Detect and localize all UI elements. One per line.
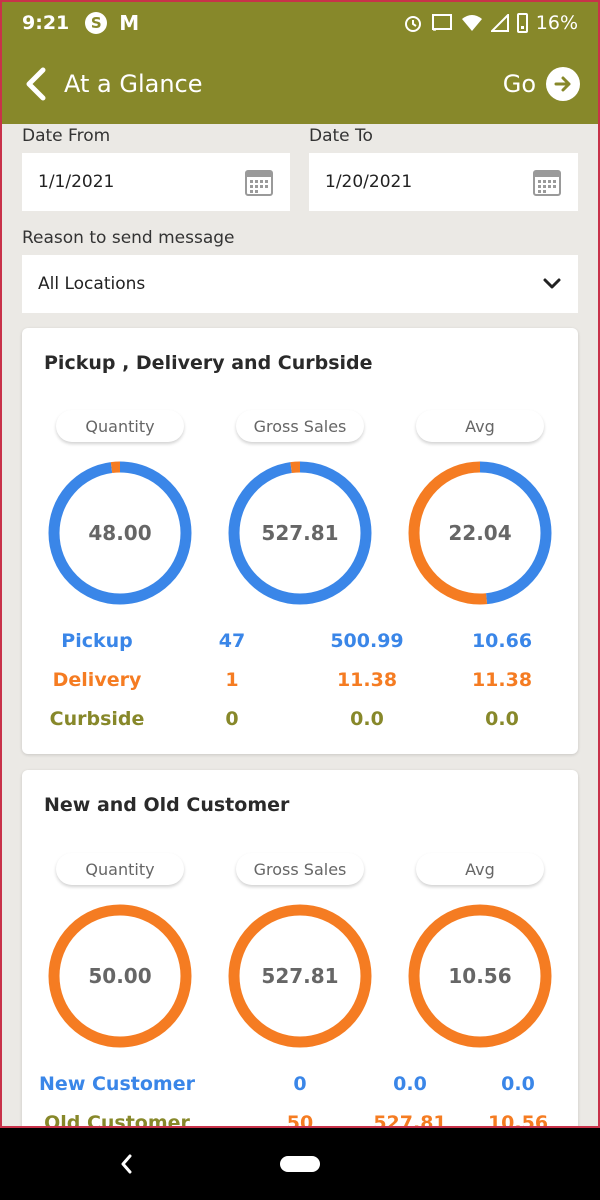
row-value: 500.99 <box>330 630 404 652</box>
row-label-pickup: Pickup <box>61 630 133 652</box>
column-pill-gross-sales: Gross Sales <box>236 410 364 442</box>
date-to-value: 1/20/2021 <box>325 172 413 192</box>
location-select-value: All Locations <box>38 274 146 294</box>
row-value: 0 <box>293 1073 307 1095</box>
system-nav-bar <box>0 1128 600 1200</box>
row-value: 0 <box>225 708 239 730</box>
calendar-icon[interactable] <box>244 167 274 197</box>
wifi-icon <box>461 15 482 31</box>
row-value: 0.0 <box>393 1073 427 1095</box>
summary-card-channels: Pickup , Delivery and Curbside Quantity … <box>22 328 578 754</box>
row-value: 47 <box>218 630 246 652</box>
donut-segment <box>228 461 372 605</box>
location-select[interactable]: All Locations <box>22 255 578 313</box>
column-pill-quantity: Quantity <box>56 410 184 442</box>
row-value: 1 <box>225 669 239 691</box>
donut-segment <box>48 904 192 1048</box>
row-label-curbside: Curbside <box>49 708 145 730</box>
arrow-right-icon <box>546 67 580 101</box>
cast-icon <box>431 14 452 31</box>
donut-center-value: 48.00 <box>88 521 152 545</box>
back-arrow-icon <box>26 67 46 101</box>
donut-quantity <box>48 461 192 605</box>
column-pill-avg: Avg <box>416 853 544 885</box>
row-label-old-customer: Old Customer <box>44 1112 190 1128</box>
row-label-delivery: Delivery <box>52 669 142 691</box>
row-value: 527.81 <box>373 1112 447 1128</box>
donut-segment <box>48 461 192 605</box>
skype-icon: S <box>85 12 108 34</box>
content: Date From Date To 1/1/2021 1/20/2021 Rea… <box>2 124 598 1128</box>
donut-center-value: 22.04 <box>448 521 512 545</box>
chevron-down-icon <box>543 278 561 289</box>
alarm-icon <box>404 16 421 32</box>
date-from-label: Date From <box>22 126 111 146</box>
date-to-label: Date To <box>309 126 373 146</box>
column-pill-quantity: Quantity <box>56 853 184 885</box>
page-title: At a Glance <box>64 70 203 98</box>
card-title: Pickup , Delivery and Curbside <box>44 352 373 374</box>
row-label-new-customer: New Customer <box>39 1073 195 1095</box>
go-label: Go <box>502 70 536 98</box>
row-value: 0.0 <box>485 708 519 730</box>
app-bar: At a Glance Go <box>2 44 598 124</box>
summary-card-customers: New and Old Customer Quantity Gross Sale… <box>22 770 578 1128</box>
nav-back-icon[interactable] <box>118 1152 134 1176</box>
donut-segment <box>228 904 372 1048</box>
card-title: New and Old Customer <box>44 794 290 816</box>
donut-center-value: 10.56 <box>448 964 512 988</box>
donut-avg <box>408 904 552 1048</box>
row-value: 0.0 <box>350 708 384 730</box>
date-to-field[interactable]: 1/20/2021 <box>309 153 578 211</box>
donut-segment <box>408 904 552 1048</box>
column-pill-avg: Avg <box>416 410 544 442</box>
battery-icon <box>516 13 528 33</box>
column-pill-gross-sales: Gross Sales <box>236 853 364 885</box>
status-time: 9:21 <box>22 12 70 34</box>
row-value: 11.38 <box>336 669 398 691</box>
signal-icon <box>490 14 509 32</box>
status-icons: 16% <box>403 12 578 34</box>
date-from-field[interactable]: 1/1/2021 <box>22 153 290 211</box>
row-value: 11.38 <box>471 669 533 691</box>
battery-percent: 16% <box>535 12 578 34</box>
donut-center-value: 50.00 <box>88 964 152 988</box>
reason-label: Reason to send message <box>22 228 235 248</box>
donut-gross-sales <box>228 461 372 605</box>
donut-segment <box>408 461 552 605</box>
back-button[interactable] <box>20 64 50 104</box>
row-value: 0.0 <box>501 1073 535 1095</box>
row-value: 10.56 <box>487 1112 549 1128</box>
date-from-value: 1/1/2021 <box>38 172 115 192</box>
gmail-icon: M <box>119 11 140 35</box>
donut-quantity <box>48 904 192 1048</box>
row-value: 10.66 <box>471 630 533 652</box>
donut-gross-sales <box>228 904 372 1048</box>
row-value: 50 <box>286 1112 314 1128</box>
donut-center-value: 527.81 <box>261 964 339 988</box>
nav-home-button[interactable] <box>280 1156 320 1172</box>
phone-screen: 9:21 S M 16% At a Glance Go Date From Da… <box>0 0 600 1128</box>
donut-center-value: 527.81 <box>261 521 339 545</box>
donut-avg <box>408 461 552 605</box>
status-bar: 9:21 S M 16% <box>2 2 598 44</box>
go-button[interactable]: Go <box>503 67 580 101</box>
calendar-icon[interactable] <box>532 167 562 197</box>
